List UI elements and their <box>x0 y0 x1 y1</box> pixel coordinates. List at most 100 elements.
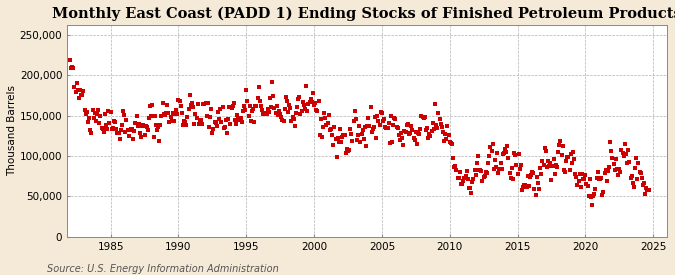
Point <box>140 124 151 128</box>
Point <box>573 178 584 183</box>
Point <box>633 161 644 166</box>
Title: Monthly East Coast (PADD 1) Ending Stocks of Finished Petroleum Products: Monthly East Coast (PADD 1) Ending Stock… <box>52 7 675 21</box>
Point <box>72 81 82 85</box>
Point <box>182 115 193 120</box>
Point <box>117 109 128 113</box>
Point <box>196 117 207 122</box>
Point <box>377 111 387 116</box>
Point <box>159 112 170 117</box>
Point <box>163 111 173 115</box>
Point <box>122 128 133 132</box>
Point <box>545 161 556 165</box>
Point <box>273 113 284 117</box>
Point <box>590 187 601 192</box>
Point <box>551 163 562 167</box>
Point <box>581 182 592 187</box>
Point <box>610 157 621 161</box>
Point <box>395 138 406 142</box>
Point <box>234 118 245 122</box>
Point <box>407 128 418 132</box>
Point <box>638 183 649 187</box>
Point <box>331 154 342 159</box>
Point <box>471 161 482 165</box>
Point <box>124 128 135 133</box>
Point <box>174 99 185 104</box>
Point <box>332 136 343 140</box>
Point <box>568 156 579 161</box>
Point <box>533 181 543 186</box>
Point <box>216 119 227 124</box>
Point <box>630 156 641 161</box>
Point <box>625 176 636 180</box>
Point <box>232 112 242 117</box>
Point <box>355 140 366 144</box>
Point <box>333 139 344 144</box>
Point <box>350 117 361 121</box>
Point <box>330 136 341 141</box>
Point <box>434 117 445 121</box>
Point <box>238 104 249 108</box>
Point <box>127 126 138 131</box>
Point <box>103 109 114 113</box>
Point <box>398 143 409 147</box>
Point <box>78 89 89 93</box>
Point <box>598 190 609 194</box>
Point <box>586 195 597 200</box>
Point <box>541 148 551 153</box>
Point <box>533 187 544 191</box>
Point <box>124 134 134 139</box>
Point <box>442 124 453 128</box>
Point <box>496 167 507 171</box>
Point <box>202 101 213 105</box>
Point <box>487 142 498 146</box>
Point <box>253 85 264 89</box>
Point <box>188 105 198 109</box>
Point <box>337 135 348 139</box>
Point <box>161 111 171 115</box>
Point <box>209 120 220 124</box>
Point <box>432 125 443 130</box>
Point <box>346 131 357 136</box>
Point <box>492 151 503 155</box>
Point <box>104 121 115 126</box>
Point <box>278 119 289 123</box>
Point <box>477 178 488 183</box>
Point <box>519 183 530 188</box>
Point <box>335 127 346 131</box>
Point <box>69 85 80 89</box>
Point <box>618 154 629 158</box>
Point <box>474 168 485 172</box>
Point <box>526 170 537 175</box>
Point <box>508 177 518 181</box>
Point <box>250 104 261 108</box>
Point <box>412 130 423 135</box>
Text: Source: U.S. Energy Information Administration: Source: U.S. Energy Information Administ… <box>47 264 279 274</box>
Point <box>481 170 491 174</box>
Point <box>433 111 443 115</box>
Point <box>630 166 641 170</box>
Point <box>77 93 88 97</box>
Point <box>447 141 458 146</box>
Point <box>572 183 583 187</box>
Point <box>392 126 403 130</box>
Point <box>342 147 352 152</box>
Point <box>96 125 107 130</box>
Point <box>613 173 624 177</box>
Point <box>524 175 535 179</box>
Point <box>489 158 500 162</box>
Point <box>197 122 208 126</box>
Point <box>429 102 440 107</box>
Point <box>562 154 572 159</box>
Point <box>97 126 108 131</box>
Point <box>169 119 180 123</box>
Point <box>536 172 547 176</box>
Point <box>294 95 305 99</box>
Point <box>410 130 421 134</box>
Point <box>101 122 111 127</box>
Point <box>526 173 537 177</box>
Point <box>221 118 232 122</box>
Point <box>373 119 384 123</box>
Point <box>574 172 585 176</box>
Point <box>67 65 78 70</box>
Point <box>583 194 594 198</box>
